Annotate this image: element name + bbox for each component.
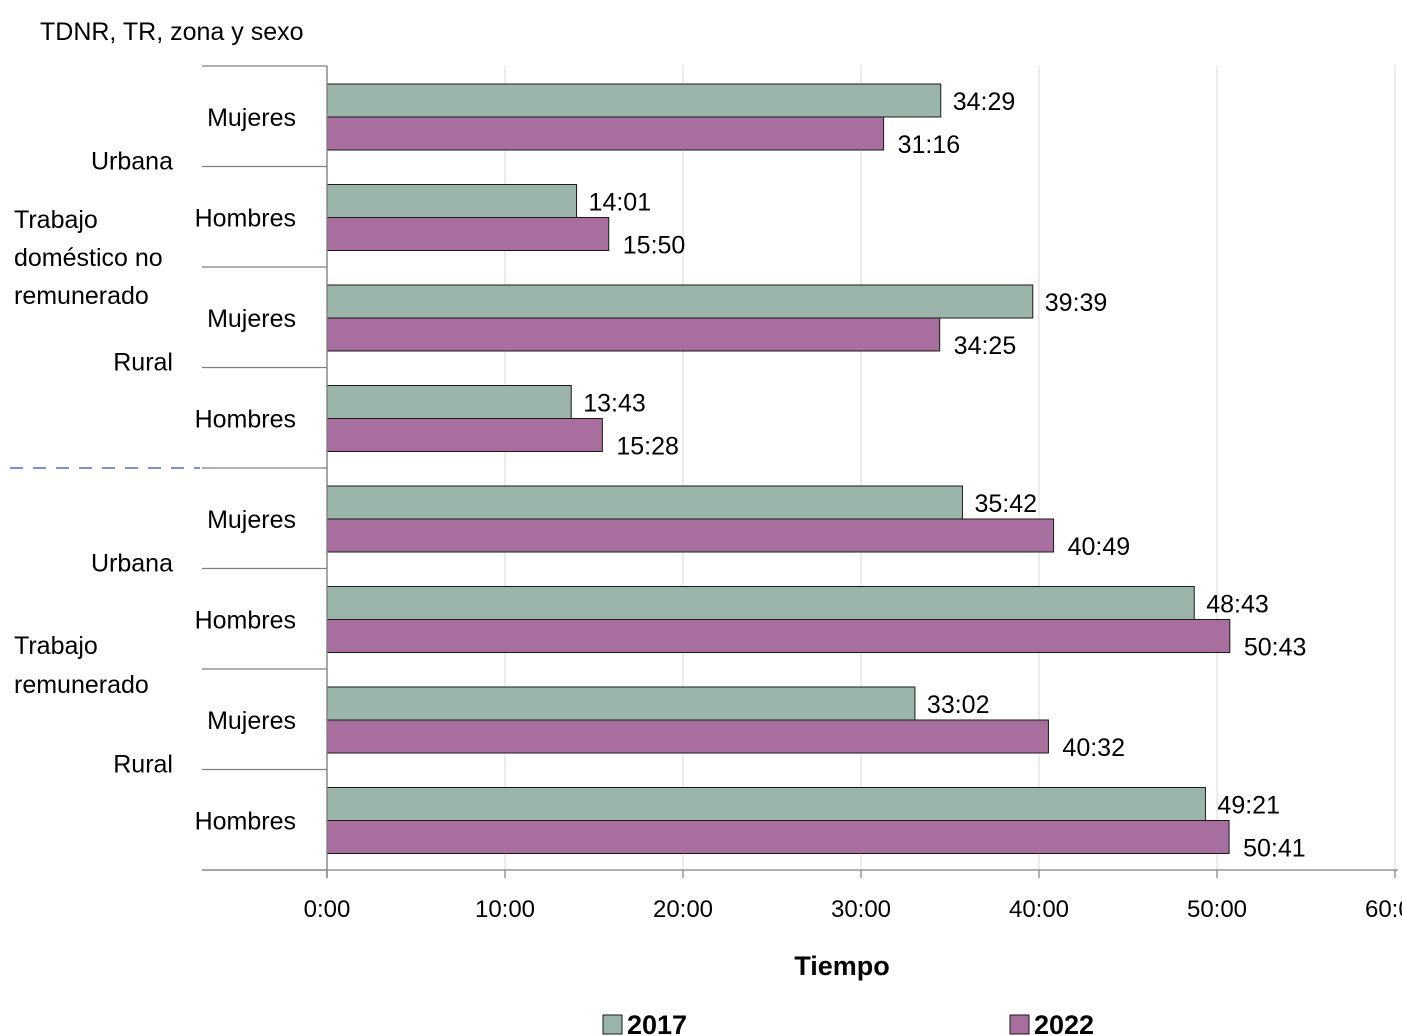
legend: 2017 2022: [602, 1010, 1094, 1036]
legend-swatch-2017: [602, 1014, 623, 1035]
bar-2022: [326, 116, 885, 151]
axes: [10, 65, 1398, 878]
data-label-2017: 34:29: [953, 88, 1016, 116]
data-label-2017: 48:43: [1206, 591, 1269, 619]
zone-label: Urbana: [91, 550, 173, 578]
category-label: Hombres: [195, 607, 296, 635]
x-tick-label: 30:00: [831, 896, 891, 923]
bar-2022: [326, 820, 1230, 854]
data-label-2022: 31:16: [898, 131, 961, 159]
legend-swatch-2022: [1009, 1014, 1030, 1035]
group-label-line: remunerado: [14, 671, 149, 699]
data-label-2022: 15:28: [616, 433, 679, 461]
zone-label: Rural: [113, 751, 173, 779]
bar-2017: [326, 284, 1034, 319]
category-label: Hombres: [195, 808, 296, 836]
data-label-2017: 13:43: [583, 390, 646, 418]
labels: 0:00 10:00 20:00 30:00 40:00 50:00 60:00 34:29 3…: [14, 88, 1402, 923]
bar-2022: [326, 619, 1231, 653]
x-tick-label: 20:00: [653, 896, 713, 923]
group-label-line: remunerado: [14, 282, 149, 310]
group-label-line: Trabajo: [14, 206, 98, 234]
x-tick-label: 10:00: [475, 896, 535, 923]
zone-label: Rural: [113, 349, 173, 377]
legend-label-2022: 2022: [1034, 1010, 1094, 1036]
bar-2022: [326, 418, 603, 452]
data-label-2022: 15:50: [623, 232, 686, 260]
x-tick-label: 50:00: [1187, 896, 1247, 923]
zone-label: Urbana: [91, 148, 173, 176]
bar-2022: [326, 217, 610, 251]
data-label-2017: 39:39: [1045, 289, 1108, 317]
bar-2017: [326, 184, 578, 218]
category-label: Mujeres: [207, 104, 296, 132]
bar-2017: [326, 787, 1206, 821]
bar-2022: [326, 317, 941, 352]
bars: [326, 83, 1231, 854]
category-label: Hombres: [195, 406, 296, 434]
bar-2017: [326, 586, 1195, 620]
data-label-2017: 49:21: [1217, 792, 1280, 820]
bar-2022: [326, 518, 1055, 553]
data-label-2017: 14:01: [589, 189, 652, 217]
x-tick-label: 40:00: [1009, 896, 1069, 923]
bar-2017: [326, 485, 963, 520]
data-label-2022: 34:25: [954, 332, 1017, 360]
group-label-line: Trabajo: [14, 632, 98, 660]
bar-2017: [326, 385, 572, 419]
x-tick-label: 60:00: [1365, 896, 1402, 923]
bar-2017: [326, 686, 916, 721]
group-label-line: doméstico no: [14, 244, 163, 272]
data-label-2022: 50:41: [1243, 835, 1306, 863]
x-tick-label: 0:00: [304, 896, 351, 923]
data-label-2017: 33:02: [927, 691, 990, 719]
bar-2022: [326, 719, 1049, 754]
data-label-2022: 50:43: [1244, 634, 1307, 662]
data-label-2017: 35:42: [974, 490, 1037, 518]
category-label: Mujeres: [207, 707, 296, 735]
data-label-2022: 40:32: [1062, 734, 1125, 762]
x-axis-label: Tiempo: [794, 951, 890, 981]
category-label: Mujeres: [207, 506, 296, 534]
data-label-2022: 40:49: [1068, 533, 1131, 561]
legend-label-2017: 2017: [627, 1010, 687, 1036]
category-label: Mujeres: [207, 305, 296, 333]
chart-title: TDNR, TR, zona y sexo: [40, 18, 304, 46]
category-label: Hombres: [195, 205, 296, 233]
bar-2017: [326, 83, 942, 118]
